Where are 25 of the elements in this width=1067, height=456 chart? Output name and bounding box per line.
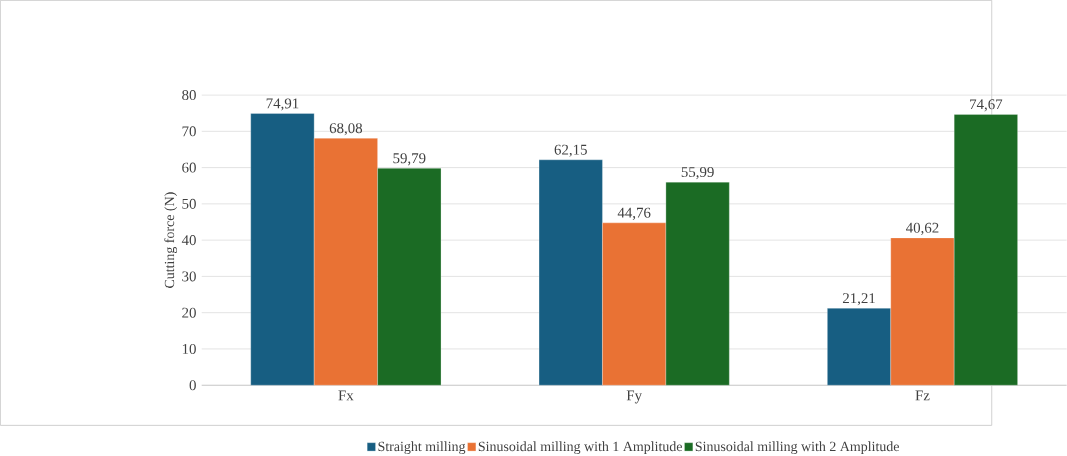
- legend-label: Sinusoidal milling with 1 Amplitude: [478, 441, 682, 454]
- data-label: 74,91: [266, 98, 299, 111]
- y-axis-title: Cutting force (N): [164, 192, 178, 288]
- y-tick-label: 30: [182, 271, 196, 282]
- data-label: 44,76: [617, 207, 651, 220]
- legend-label: Straight milling: [378, 441, 466, 454]
- data-label: 59,79: [393, 153, 426, 166]
- x-tick-label: Fx: [338, 390, 354, 401]
- y-tick-label: 20: [182, 307, 196, 318]
- legend-label: Sinusoidal milling with 2 Amplitude: [695, 441, 899, 454]
- y-tick-label: 10: [182, 343, 196, 354]
- data-label: 62,15: [554, 144, 587, 157]
- x-tick-label: Fz: [915, 390, 930, 401]
- y-tick-label: 40: [181, 235, 196, 246]
- y-tick-label: 0: [189, 380, 196, 391]
- data-label: 74,67: [970, 99, 1003, 112]
- y-tick-label: 60: [182, 162, 196, 173]
- x-tick-label: Fy: [626, 390, 642, 404]
- data-label: 40,62: [906, 222, 939, 235]
- data-label: 68,08: [329, 123, 363, 136]
- y-tick-label: 70: [182, 126, 196, 137]
- data-label: 21,21: [842, 293, 875, 306]
- y-tick-label: 80: [182, 89, 196, 101]
- y-tick-label: 50: [182, 198, 196, 209]
- data-label: 55,99: [681, 166, 714, 180]
